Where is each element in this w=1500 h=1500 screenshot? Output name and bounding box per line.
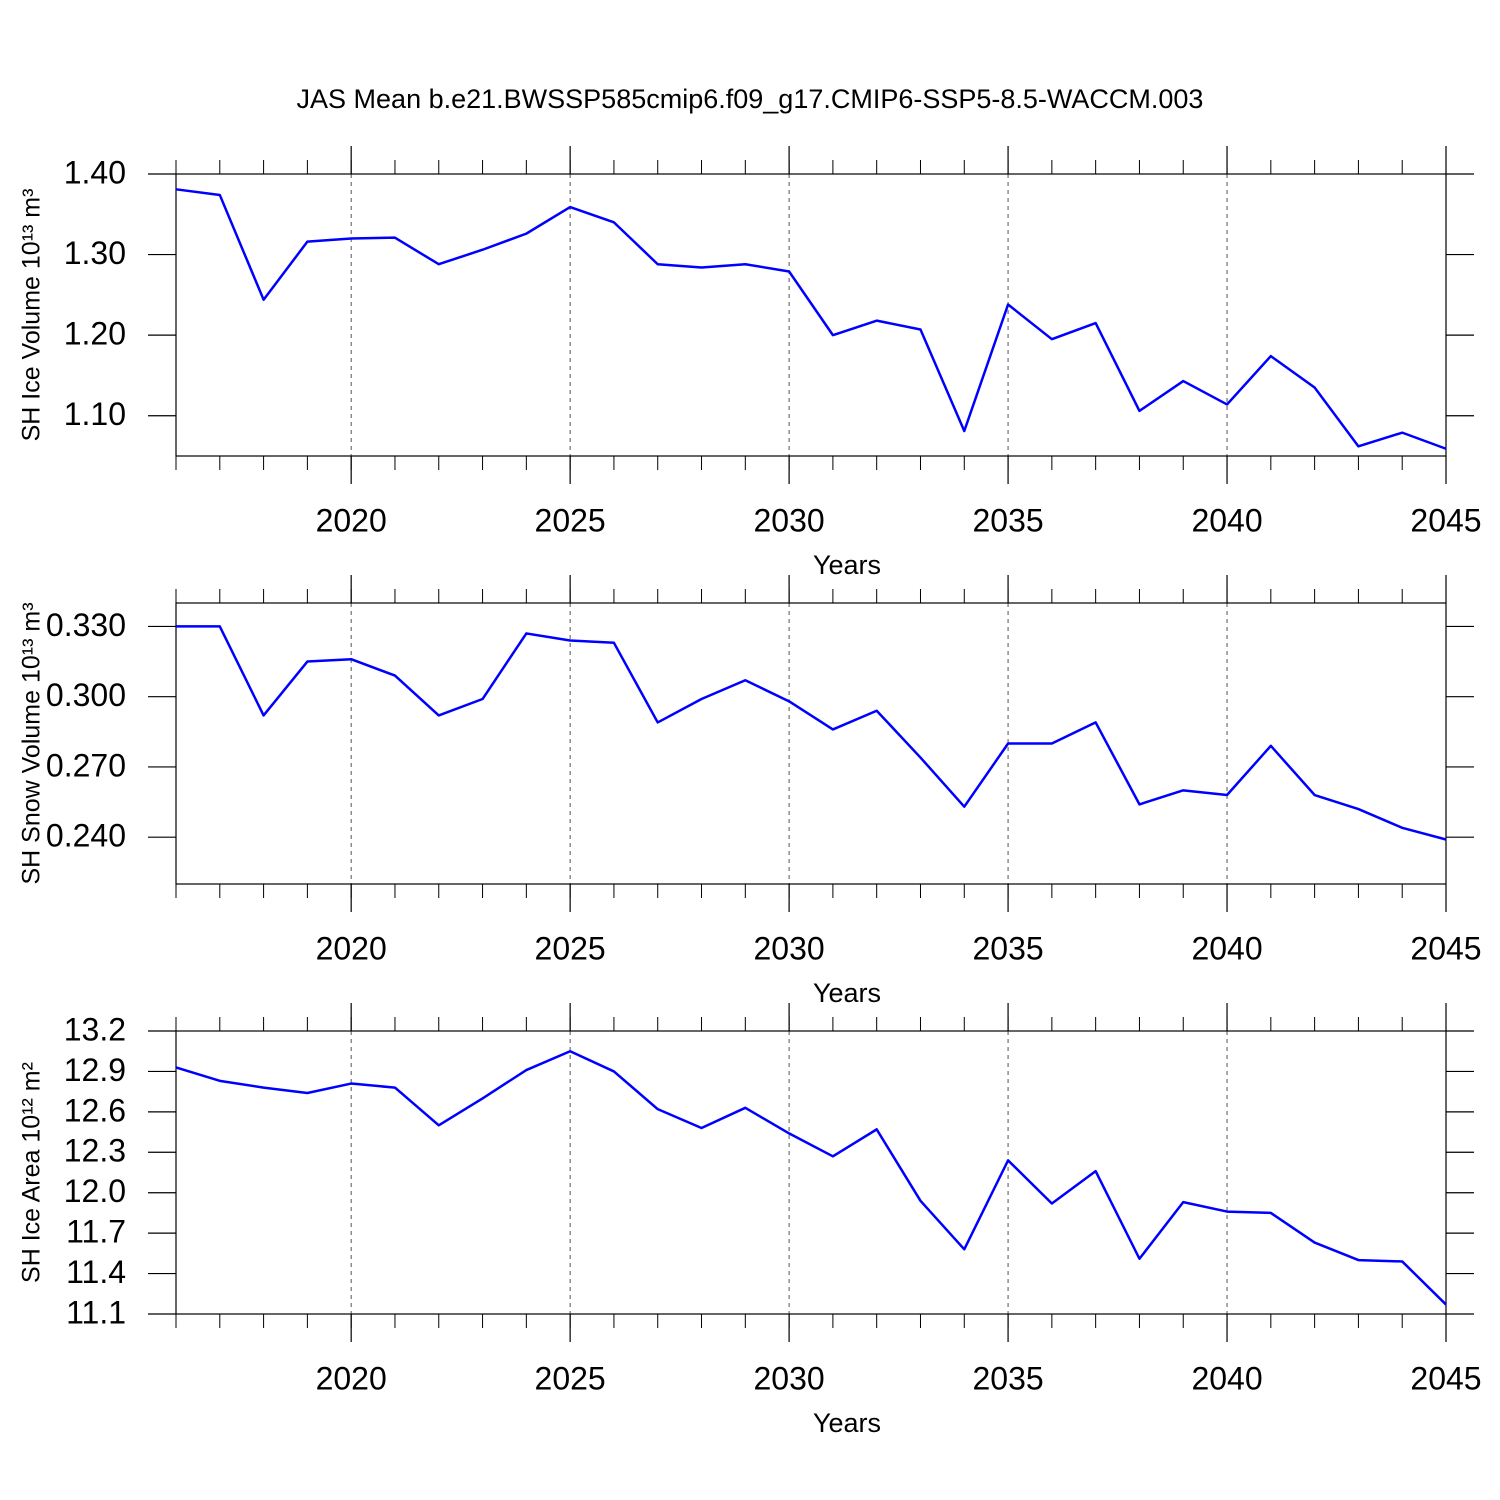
x-tick-label: 2030 bbox=[754, 930, 825, 966]
x-tick-label: 2040 bbox=[1191, 930, 1262, 966]
chart-title: JAS Mean b.e21.BWSSP585cmip6.f09_g17.CMI… bbox=[297, 84, 1204, 114]
y-axis-label: SH Ice Volume 10¹³ m³ bbox=[18, 189, 46, 442]
plot-frame bbox=[175, 602, 1447, 885]
x-tick-label: 2020 bbox=[316, 930, 387, 966]
x-tick-label: 2035 bbox=[972, 930, 1043, 966]
y-axis-label: SH Snow Volume 10¹³ m³ bbox=[18, 602, 46, 884]
x-axis-label: Years bbox=[813, 550, 881, 580]
x-tick-label: 2040 bbox=[1191, 502, 1262, 538]
x-tick-label: 2025 bbox=[535, 502, 606, 538]
x-tick-label: 2020 bbox=[316, 502, 387, 538]
x-tick-label: 2035 bbox=[972, 1360, 1043, 1396]
data-line bbox=[176, 625, 1447, 841]
y-axis-label: SH Ice Area 10¹² m² bbox=[18, 1062, 46, 1283]
y-tick-label: 1.10 bbox=[64, 396, 126, 432]
x-tick-label: 2025 bbox=[535, 1360, 606, 1396]
y-tick-label: 11.1 bbox=[66, 1294, 126, 1330]
y-tick-label: 0.270 bbox=[46, 747, 126, 783]
y-tick-label: 11.4 bbox=[66, 1254, 126, 1290]
y-tick-label: 12.6 bbox=[64, 1092, 126, 1128]
y-tick-label: 0.330 bbox=[46, 607, 126, 643]
y-tick-label: 1.20 bbox=[64, 316, 126, 352]
y-tick-label: 1.30 bbox=[64, 235, 126, 271]
y-tick-label: 12.3 bbox=[64, 1133, 126, 1169]
y-tick-label: 13.2 bbox=[64, 1011, 126, 1047]
y-tick-label: 11.7 bbox=[66, 1214, 126, 1250]
x-tick-label: 2045 bbox=[1410, 502, 1481, 538]
x-tick-label: 2045 bbox=[1410, 930, 1481, 966]
x-tick-label: 2030 bbox=[754, 1360, 825, 1396]
x-axis-label: Years bbox=[813, 978, 881, 1008]
plot-frame bbox=[175, 1030, 1447, 1315]
y-tick-label: 12.9 bbox=[64, 1052, 126, 1088]
data-line bbox=[175, 1049, 1447, 1306]
y-tick-label: 12.0 bbox=[64, 1173, 126, 1209]
y-tick-label: 0.240 bbox=[46, 818, 126, 854]
plot-frame bbox=[175, 173, 1447, 457]
x-tick-label: 2030 bbox=[754, 502, 825, 538]
x-tick-label: 2040 bbox=[1191, 1360, 1262, 1396]
x-tick-label: 2045 bbox=[1410, 1360, 1481, 1396]
x-axis-label: Years bbox=[813, 1408, 881, 1438]
x-tick-label: 2025 bbox=[535, 930, 606, 966]
y-tick-label: 0.300 bbox=[46, 677, 126, 713]
x-tick-label: 2035 bbox=[972, 502, 1043, 538]
y-tick-label: 1.40 bbox=[64, 154, 126, 190]
data-line bbox=[175, 188, 1447, 450]
x-tick-label: 2020 bbox=[316, 1360, 387, 1396]
